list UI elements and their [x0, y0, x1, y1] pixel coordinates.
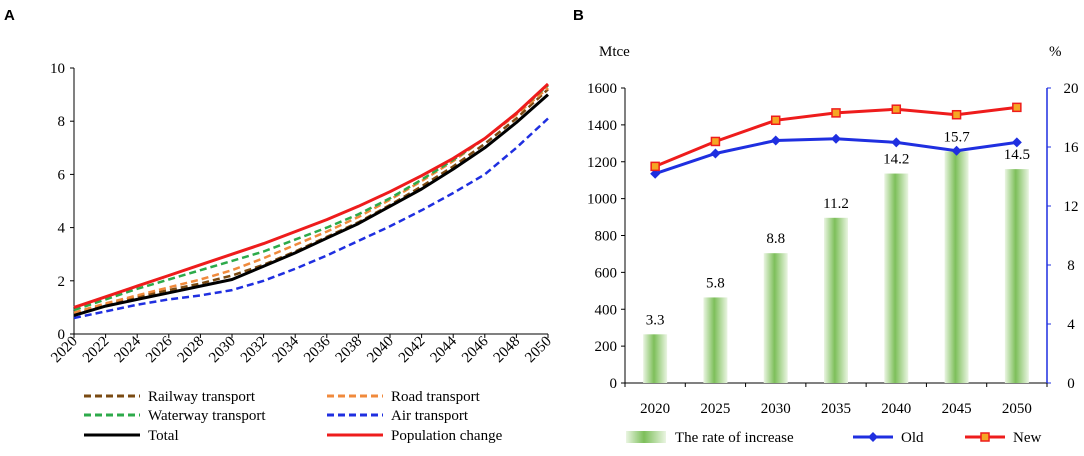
panel-b-marker-new — [650, 161, 660, 172]
panel-b-marker-new — [770, 115, 781, 126]
panel-b-marker-new — [951, 109, 962, 120]
panel-b-legend-label-rate: The rate of increase — [675, 430, 794, 446]
panel-a-x-tick-label: 2036 — [301, 333, 334, 366]
panel-a-series-waterway-transport — [73, 84, 549, 312]
panel-a-legend-label-population-change: Population change — [391, 428, 503, 444]
panel-a-letter: A — [4, 7, 15, 24]
panel-a-legend-label-waterway-transport: Waterway transport — [148, 408, 266, 424]
panel-b-bar-label-2025: 5.8 — [706, 275, 725, 291]
panel-a-y-tick-label: 8 — [58, 114, 66, 130]
panel-a-x-tick-label: 2040 — [364, 334, 397, 367]
panel-b-left-tick-label: 0 — [610, 376, 618, 392]
panel-b-x-tick-label: 2020 — [640, 401, 670, 417]
panel-a-series-road-transport — [73, 86, 549, 314]
panel-b-left-tick-label: 1400 — [587, 118, 617, 134]
panel-b-x-tick-label: 2035 — [821, 401, 851, 417]
panel-a-x-tick-label: 2050 — [522, 334, 555, 367]
panel-b-x-tick-label: 2025 — [700, 401, 730, 417]
panel-b-legend-swatch-rate — [626, 431, 666, 443]
panel-b-right-tick-label: 12 — [1064, 199, 1079, 215]
panel-b-left-tick-label: 200 — [595, 339, 618, 355]
panel-a-x-tick-label: 2042 — [396, 334, 429, 367]
panel-b-left-tick-label: 800 — [595, 229, 618, 245]
panel-b-marker-old — [650, 168, 661, 179]
panel-a-y-tick-label: 2 — [58, 274, 66, 290]
panel-a-x-tick-label: 2020 — [48, 334, 81, 367]
panel-a-legend-label-road-transport: Road transport — [391, 389, 481, 405]
panel-a-legend-label-total: Total — [148, 428, 179, 444]
panel-b-marker-old — [951, 145, 962, 156]
panel-b-bar-label-2030: 8.8 — [766, 231, 785, 247]
panel-b-marker-old — [891, 137, 902, 148]
panel-a-y-tick-label: 4 — [58, 221, 66, 237]
panel-a-series-railway-transport — [73, 88, 549, 316]
panel-b-left-tick-label: 1000 — [587, 192, 617, 208]
panel-a-x-tick-label: 2032 — [238, 334, 271, 367]
panel-b-bar-2040 — [884, 173, 909, 383]
panel-b-marker-old — [710, 148, 721, 159]
panel-b-letter: B — [573, 7, 584, 24]
panel-a-y-tick-label: 0 — [58, 327, 66, 343]
panel-a-series-air-transport — [73, 117, 549, 320]
panel-b-left-tick-label: 1600 — [587, 81, 617, 97]
panel-b-marker-new — [831, 108, 841, 118]
panel-a-x-tick-label: 2028 — [175, 334, 208, 367]
panel-b-right-tick-label: 20 — [1064, 81, 1079, 97]
panel-a-series-total — [73, 93, 549, 317]
panel-b-left-tick-label: 1200 — [587, 155, 617, 171]
panel-a-x-tick-label: 2022 — [80, 334, 113, 367]
panel-b-x-tick-label: 2040 — [881, 401, 911, 417]
panel-b-marker-new — [1012, 102, 1022, 113]
panel-b-legend-marker-new — [980, 432, 990, 442]
panel-b-bar-label-2040: 14.2 — [883, 152, 909, 168]
panel-b-marker-old — [770, 135, 781, 146]
panel-a-x-tick-label: 2048 — [491, 334, 524, 367]
panel-b-bar-2035 — [824, 217, 848, 383]
panel-b-bar-2050 — [1004, 169, 1029, 383]
panel-b-left-tick-label: 600 — [595, 265, 618, 281]
panel-a-series-population-change — [73, 82, 550, 309]
panel-b-bar-label-2035: 11.2 — [823, 196, 849, 212]
panel-b-right-tick-label: 8 — [1067, 258, 1075, 274]
panel-b-right-tick-label: 4 — [1067, 317, 1075, 333]
panel-b-left-unit: Mtce — [599, 44, 630, 60]
panel-a-x-tick-label: 2038 — [333, 334, 366, 367]
panel-b-bar-label-2050: 14.5 — [1004, 147, 1030, 163]
panel-b-bar-2025 — [703, 297, 728, 383]
panel-b-marker-old — [831, 133, 841, 144]
panel-b-x-tick-label: 2030 — [761, 401, 791, 417]
panel-a-x-tick-label: 2046 — [459, 333, 492, 366]
panel-b-bar-2020 — [643, 334, 668, 383]
panel-b-right-unit: % — [1049, 44, 1062, 60]
panel-a-legend-label-railway-transport: Railway transport — [148, 389, 256, 405]
panel-a-x-tick-label: 2034 — [270, 333, 303, 366]
panel-b-left-tick-label: 400 — [595, 302, 618, 318]
panel-b-bar-label-2045: 15.7 — [943, 129, 970, 145]
panel-b-bar-2030 — [763, 253, 788, 383]
panel-a-x-tick-label: 2026 — [143, 333, 176, 366]
panel-a-y-tick-label: 10 — [50, 61, 65, 77]
panel-a-legend-label-air-transport: Air transport — [391, 408, 469, 424]
panel-b-right-tick-label: 16 — [1064, 140, 1080, 156]
panel-a-x-tick-label: 2024 — [112, 333, 145, 366]
panel-b-marker-new — [891, 104, 902, 114]
panel-b-marker-old — [1011, 137, 1022, 148]
panel-b-bar-2045 — [944, 151, 969, 383]
panel-b-legend-marker-old — [868, 432, 878, 442]
panel-b-right-tick-label: 0 — [1067, 376, 1075, 392]
panel-a-x-tick-label: 2030 — [206, 334, 239, 367]
panel-b-x-tick-label: 2045 — [942, 401, 972, 417]
panel-b-legend-label-old: Old — [901, 430, 924, 446]
panel-a-x-tick-label: 2044 — [428, 333, 461, 366]
panel-b-legend-label-new: New — [1013, 430, 1041, 446]
panel-b-bar-label-2020: 3.3 — [646, 312, 665, 328]
panel-b-marker-new — [710, 136, 721, 147]
panel-b: 0 200 400 600 800 1000 1200 1400 1600 0 4 8 12 16 20 Mt… — [587, 44, 1079, 446]
panel-a-y-tick-label: 6 — [58, 167, 66, 183]
panel-b-x-tick-label: 2050 — [1002, 401, 1032, 417]
